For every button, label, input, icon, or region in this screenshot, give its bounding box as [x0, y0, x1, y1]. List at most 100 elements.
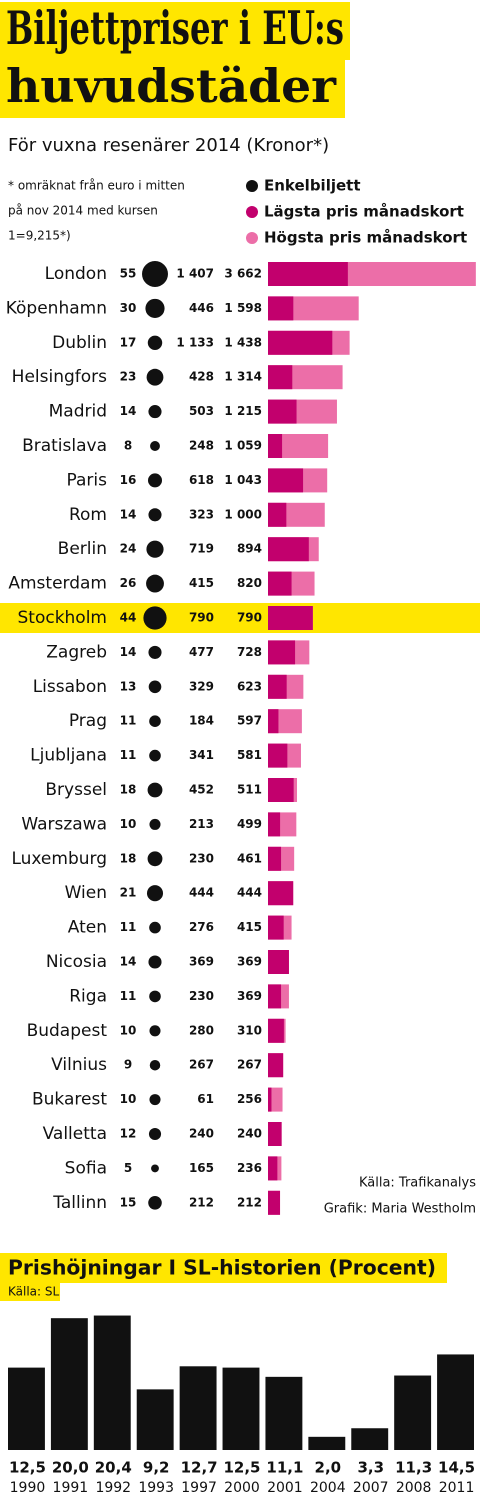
category-label: Köpenhamn [6, 298, 107, 318]
value-label: 230 [189, 989, 214, 1003]
legend-marker [246, 206, 258, 218]
x-tick-label: 2000 [224, 1480, 260, 1496]
chart-title: Prishöjningar I SL-historien (Procent) [8, 1256, 436, 1280]
value-label: 894 [237, 542, 262, 556]
category-label: Helsingfors [12, 367, 107, 387]
category-label: Sofia [65, 1158, 107, 1178]
value-label: 10 [120, 817, 137, 831]
value-label: 446 [189, 301, 214, 315]
bar [268, 709, 279, 734]
value-label: 369 [237, 955, 262, 969]
value-label: 12 [120, 1127, 137, 1141]
bar [268, 1156, 278, 1181]
value-label: 499 [237, 817, 262, 831]
single-ticket-dot [146, 540, 164, 558]
x-tick-label: 2004 [310, 1480, 346, 1496]
x-tick-label: 1991 [53, 1480, 89, 1496]
value-label: 511 [237, 783, 262, 797]
subtitle: För vuxna resenärer 2014 (Kronor*) [8, 135, 329, 156]
value-label: 17 [120, 335, 137, 349]
highlight-row [0, 603, 480, 633]
value-label: 267 [189, 1058, 214, 1072]
value-label: 12,7 [181, 1459, 218, 1477]
legend-marker [246, 232, 258, 244]
category-label: Zagreb [46, 642, 107, 662]
bar [268, 468, 304, 493]
category-label: Valletta [43, 1124, 107, 1144]
value-label: 581 [237, 748, 262, 762]
value-label: 213 [189, 817, 214, 831]
bar [268, 1053, 284, 1078]
source: Källa: SL [8, 1285, 60, 1299]
value-label: 341 [189, 748, 214, 762]
value-label: 719 [189, 542, 214, 556]
bar [268, 399, 297, 424]
value-label: 55 [120, 267, 137, 281]
value-label: 11 [120, 989, 137, 1003]
value-label: 1 000 [224, 507, 262, 521]
bar [268, 365, 293, 390]
single-ticket-dot [145, 298, 165, 318]
value-label: 256 [237, 1092, 262, 1106]
bar [268, 571, 292, 596]
bar [268, 537, 309, 562]
value-label: 276 [189, 920, 214, 934]
category-label: Stockholm [17, 608, 107, 628]
single-ticket-dot [149, 1025, 161, 1037]
value-label: 323 [189, 507, 214, 521]
value-label: 18 [120, 851, 137, 865]
value-label: 230 [189, 851, 214, 865]
bar [437, 1354, 474, 1450]
single-ticket-dot [147, 782, 163, 798]
value-label: 1 314 [224, 370, 262, 384]
value-label: 1 215 [224, 404, 262, 418]
value-label: 9,2 [143, 1459, 170, 1477]
title-bg [0, 1253, 447, 1283]
value-label: 11 [120, 714, 137, 728]
bar [50, 1318, 88, 1450]
credit: Grafik: Maria Westholm [324, 1202, 476, 1217]
value-label: 24 [120, 542, 137, 556]
value-label: 184 [189, 714, 214, 728]
bar [268, 674, 287, 699]
note: 1=9,215*) [8, 229, 71, 243]
bar [265, 1376, 303, 1450]
bar [136, 1389, 174, 1450]
category-label: Berlin [58, 539, 107, 559]
single-ticket-dot [148, 955, 162, 969]
value-label: 212 [237, 1195, 262, 1209]
source: Källa: Trafikanalys [359, 1176, 476, 1191]
title-bg [0, 60, 345, 118]
bar [268, 330, 333, 355]
value-label: 267 [237, 1058, 262, 1072]
value-label: 14 [120, 507, 137, 521]
single-ticket-dot [149, 749, 161, 762]
bar [268, 950, 289, 974]
single-ticket-dot [146, 368, 164, 386]
bar [268, 812, 281, 837]
note: * omräknat från euro i mitten [8, 179, 185, 193]
bar [268, 881, 294, 906]
single-ticket-dot [146, 885, 164, 902]
single-ticket-dot [143, 606, 167, 630]
bar [268, 1122, 282, 1146]
legend-label: Högsta pris månadskort [264, 229, 467, 247]
single-ticket-dot [147, 851, 163, 867]
value-label: 12,5 [9, 1459, 46, 1477]
value-label: 1 043 [224, 473, 262, 487]
x-tick-label: 1993 [138, 1480, 174, 1496]
value-label: 14,5 [438, 1459, 475, 1477]
value-label: 14 [120, 955, 137, 969]
value-label: 14 [120, 404, 137, 418]
value-label: 1 438 [224, 335, 262, 349]
value-label: 280 [189, 1023, 214, 1037]
bar [268, 915, 284, 940]
source-bg [0, 1283, 60, 1301]
legend-marker [246, 180, 258, 192]
value-label: 369 [189, 955, 214, 969]
x-tick-label: 2001 [267, 1480, 303, 1496]
chart-title: Biljettpriser i EU:s [6, 1, 344, 55]
category-label: Nicosia [46, 952, 107, 972]
title-bg [0, 2, 350, 60]
value-label: 10 [120, 1092, 137, 1106]
